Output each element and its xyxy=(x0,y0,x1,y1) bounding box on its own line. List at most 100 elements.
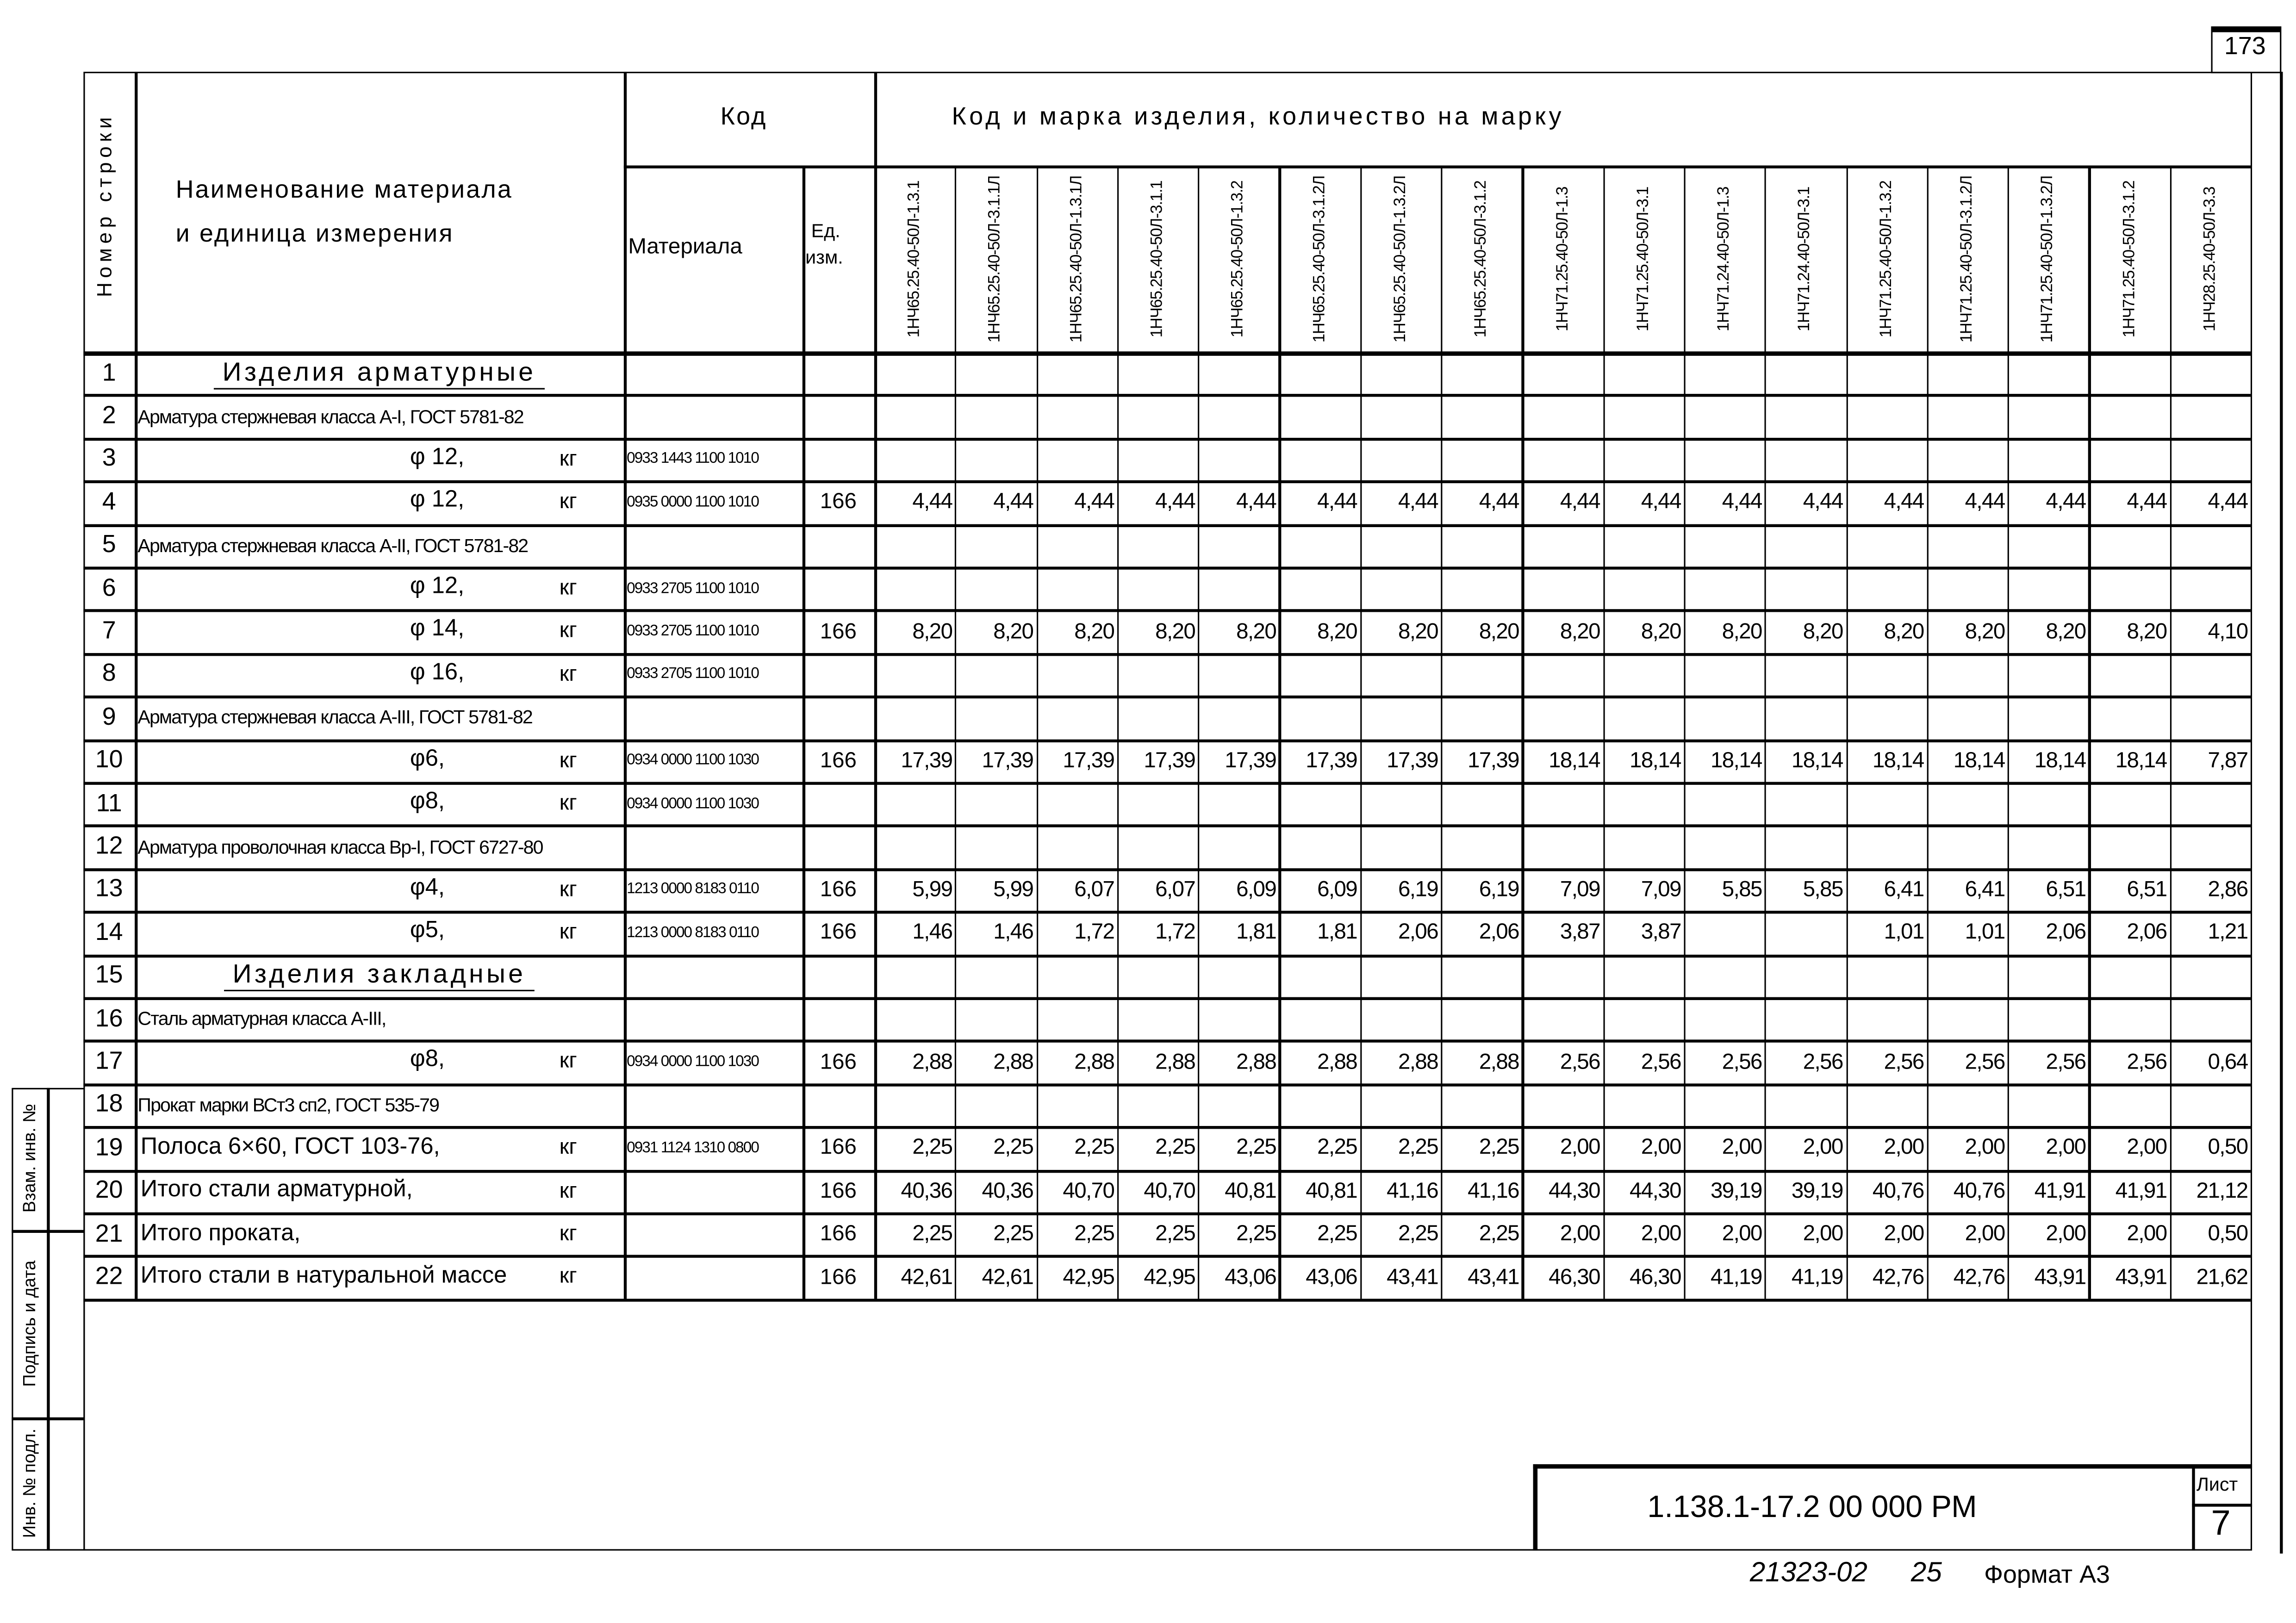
quantity-value: 2,25 xyxy=(1479,1135,1520,1160)
quantity-value: 1,01 xyxy=(1965,920,2006,945)
quantity-value: 2,56 xyxy=(2046,1049,2087,1074)
grid-line xyxy=(83,480,2251,484)
quantity-value: 2,56 xyxy=(1884,1049,1925,1074)
quantity-value: 2,88 xyxy=(1479,1049,1520,1074)
quantity-value: 2,00 xyxy=(1803,1135,1844,1160)
quantity-value: 2,06 xyxy=(1398,920,1439,945)
quantity-value: 4,44 xyxy=(1398,489,1439,515)
mark-header: 1НЧ71.24.40-50Л-3.1 xyxy=(1796,186,1814,331)
quantity-value: 2,88 xyxy=(1236,1049,1277,1074)
quantity-value: 2,00 xyxy=(2127,1221,2168,1247)
mark-header: 1НЧ65.25.40-50Л-1.3.2Л xyxy=(1391,175,1409,342)
material-code xyxy=(624,825,803,868)
quantity-value: 43,41 xyxy=(1387,1264,1438,1290)
mark-header: 1НЧ65.25.40-50Л-3.1.1Л xyxy=(987,175,1005,342)
quantity-value: 18,14 xyxy=(1791,748,1843,773)
unit-of-measure: кг xyxy=(559,575,577,601)
quantity-value: 4,44 xyxy=(2127,489,2168,515)
material-group-name: Прокат марки ВСт3 сп2, ГОСТ 535-79 xyxy=(137,1094,440,1116)
quantity-value: 6,19 xyxy=(1479,877,1520,902)
material-code: 0931 1124 1310 0800 xyxy=(627,1139,759,1157)
material-code xyxy=(624,1083,803,1126)
quantity-value: 17,39 xyxy=(901,748,953,773)
row-number: 8 xyxy=(102,659,116,688)
material-code: 0933 2705 1100 1010 xyxy=(627,622,759,640)
quantity-value: 4,44 xyxy=(912,489,953,515)
row-number: 20 xyxy=(95,1176,123,1204)
quantity-value: 1,46 xyxy=(993,920,1034,945)
quantity-value: 42,76 xyxy=(1872,1264,1924,1290)
quantity-value: 17,39 xyxy=(1468,748,1519,773)
grid-line xyxy=(83,437,2251,441)
material-name-cell: φ 14, кг xyxy=(135,609,624,653)
mark-header: 1НЧ65.25.40-50Л-3.1.1 xyxy=(1149,180,1167,337)
quantity-value: 6,51 xyxy=(2046,877,2087,902)
grid-line xyxy=(83,997,2251,1000)
unit-code: 166 xyxy=(820,1264,857,1290)
material-code xyxy=(624,523,803,566)
mark-header: 1НЧ71.25.40-50Л-3.1.2 xyxy=(2120,180,2138,337)
material-name-cell: Полоса 6×60, ГОСТ 103-76, кг xyxy=(135,1126,624,1169)
bar-diameter: φ8, xyxy=(410,1047,445,1073)
mark-header: 1НЧ65.25.40-50Л-1.3.2 xyxy=(1230,180,1248,337)
grid-line xyxy=(83,351,2251,355)
quantity-value: 2,25 xyxy=(1398,1135,1439,1160)
quantity-value: 4,44 xyxy=(1641,489,1682,515)
quantity-value: 2,00 xyxy=(1965,1221,2006,1247)
quantity-value: 2,00 xyxy=(1722,1221,1763,1247)
quantity-value: 4,44 xyxy=(1074,489,1115,515)
quantity-value: 41,19 xyxy=(1710,1264,1762,1290)
material-name-cell: φ6, кг xyxy=(135,739,624,782)
quantity-value: 8,20 xyxy=(1398,618,1439,644)
quantity-value: 43,06 xyxy=(1306,1264,1357,1290)
quantity-value: 39,19 xyxy=(1791,1178,1843,1204)
quantity-value: 4,44 xyxy=(2208,489,2248,515)
quantity-value: 2,25 xyxy=(912,1221,953,1247)
material-code xyxy=(624,1213,803,1256)
unit-code xyxy=(803,394,874,437)
unit-code: 166 xyxy=(820,489,857,515)
quantity-value: 2,25 xyxy=(1479,1221,1520,1247)
quantity-value: 4,44 xyxy=(993,489,1034,515)
mark-header: 1НЧ71.25.40-50Л-1.3.2Л xyxy=(2039,175,2057,342)
grid-line xyxy=(802,165,805,1299)
quantity-value: 3,87 xyxy=(1560,920,1601,945)
quantity-value: 46,30 xyxy=(1549,1264,1600,1290)
mark-header: 1НЧ65.25.40-50Л-1.3.1 xyxy=(906,180,924,337)
quantity-value: 6,09 xyxy=(1317,877,1358,902)
page-number: 173 xyxy=(2224,32,2266,60)
quantity-value: 4,44 xyxy=(1155,489,1196,515)
material-code: 0933 2705 1100 1010 xyxy=(627,665,759,683)
quantity-value: 2,00 xyxy=(1560,1135,1601,1160)
grid-line xyxy=(1117,165,1119,1299)
material-code xyxy=(624,394,803,437)
row-number: 4 xyxy=(102,487,116,516)
row-number: 10 xyxy=(95,746,123,774)
quantity-value: 43,41 xyxy=(1468,1264,1519,1290)
material-name: Итого стали арматурной, xyxy=(140,1177,413,1203)
quantity-value: 2,25 xyxy=(1398,1221,1439,1247)
quantity-value: 1,46 xyxy=(912,920,953,945)
material-group-name: Арматура стержневая класса A-III, ГОСТ 5… xyxy=(137,706,533,728)
quantity-value: 7,87 xyxy=(2208,748,2248,773)
mark-header: 1НЧ71.25.40-50Л-1.3 xyxy=(1553,186,1571,331)
quantity-value: 41,16 xyxy=(1468,1178,1519,1204)
quantity-value: 0,64 xyxy=(2208,1049,2248,1074)
quantity-value: 2,06 xyxy=(1479,920,1520,945)
quantity-value: 42,76 xyxy=(1953,1264,2005,1290)
quantity-value: 44,30 xyxy=(1549,1178,1600,1204)
quantity-value: 42,95 xyxy=(1144,1264,1195,1290)
grid-line xyxy=(1036,165,1038,1299)
material-name: Итого проката, xyxy=(140,1220,301,1246)
grid-line xyxy=(83,696,2251,699)
quantity-value xyxy=(1765,911,1846,954)
header-name-line1: Наименование материала xyxy=(175,175,513,204)
quantity-value: 6,41 xyxy=(1884,877,1925,902)
quantity-value: 21,12 xyxy=(2196,1178,2248,1204)
unit-code: 166 xyxy=(820,748,857,773)
quantity-value: 18,14 xyxy=(1953,748,2005,773)
grid-line xyxy=(1522,165,1524,1299)
quantity-value: 8,20 xyxy=(1479,618,1520,644)
quantity-value: 18,14 xyxy=(2115,748,2167,773)
material-code: 0933 2705 1100 1010 xyxy=(627,579,759,597)
